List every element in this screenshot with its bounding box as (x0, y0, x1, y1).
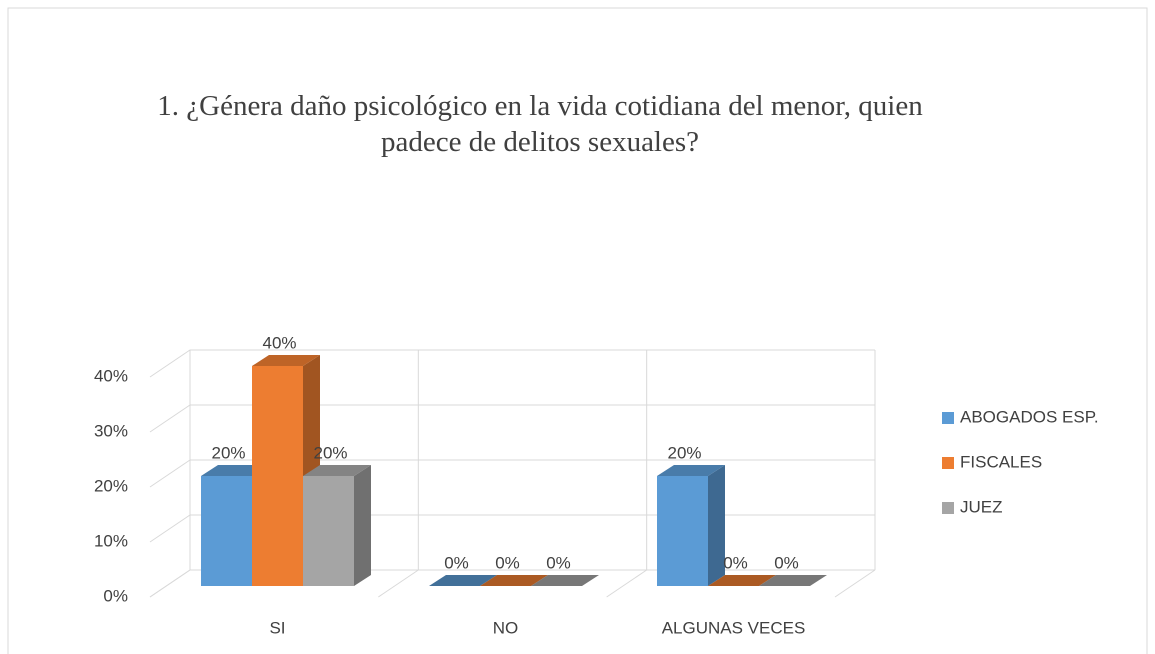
bar-top (531, 575, 599, 586)
x-tick-label: SI (269, 618, 285, 637)
y-tick-label: 10% (94, 531, 128, 550)
data-label: 40% (262, 333, 296, 352)
legend-swatch (942, 502, 954, 514)
bar-side (354, 465, 371, 586)
bar-top (303, 465, 371, 476)
x-tick-label: NO (493, 618, 519, 637)
data-label: 0% (495, 553, 520, 572)
bar-top (759, 575, 827, 586)
bar-top (708, 575, 776, 586)
floor-line (149, 569, 191, 598)
y-tick-label: 30% (94, 421, 128, 440)
bar (252, 366, 303, 586)
data-label: 0% (723, 553, 748, 572)
floor-line (834, 569, 876, 598)
floor-line (378, 569, 419, 598)
chart-border (7, 7, 1148, 654)
bar-top (429, 575, 497, 586)
data-label: 0% (444, 553, 469, 572)
legend-label: ABOGADOS ESP. (960, 407, 1099, 426)
bar (201, 476, 252, 586)
bar-side (708, 465, 725, 586)
bar (657, 476, 708, 586)
legend-label: FISCALES (960, 452, 1042, 471)
y-tick-label: 20% (94, 476, 128, 495)
data-label: 0% (774, 553, 799, 572)
data-label: 20% (313, 443, 347, 462)
legend-label: JUEZ (960, 497, 1003, 516)
data-label: 20% (211, 443, 245, 462)
y-tick-label: 40% (94, 366, 128, 385)
bar-top (480, 575, 548, 586)
x-tick-label: ALGUNAS VECES (662, 618, 806, 637)
bar-top (252, 355, 320, 366)
bar-top (657, 465, 725, 476)
legend-swatch (942, 412, 954, 424)
bar (303, 476, 354, 586)
y-tick-label: 0% (103, 586, 128, 605)
data-label: 20% (667, 443, 701, 462)
floor-line (606, 569, 647, 598)
chart-title: 1. ¿Génera daño psicológico en la vida c… (157, 90, 923, 158)
data-label: 0% (546, 553, 571, 572)
legend-swatch (942, 457, 954, 469)
